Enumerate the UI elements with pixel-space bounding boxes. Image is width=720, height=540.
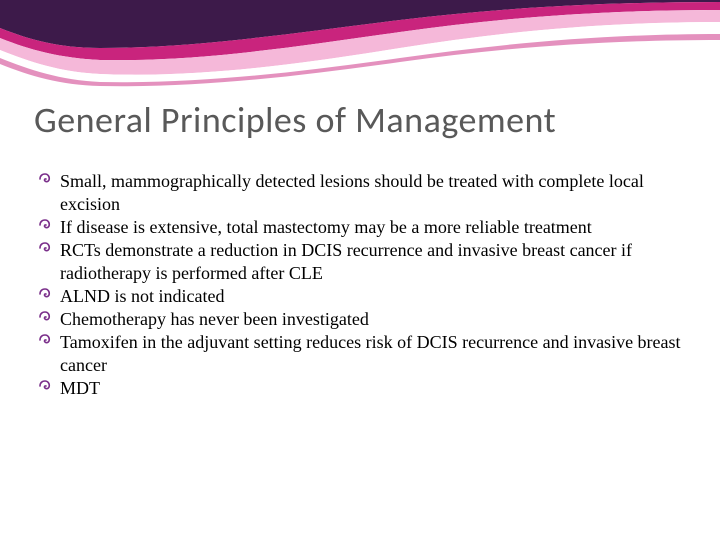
bullet-text: Chemotherapy has never been investigated xyxy=(60,309,369,329)
swirl-bullet-icon xyxy=(38,241,52,261)
slide-title: General Principles of Management xyxy=(34,98,556,142)
bullet-list: Small, mammographically detected lesions… xyxy=(38,170,682,400)
bullet-item: Small, mammographically detected lesions… xyxy=(38,170,682,216)
bullet-item: RCTs demonstrate a reduction in DCIS rec… xyxy=(38,239,682,285)
bullet-text: Tamoxifen in the adjuvant setting reduce… xyxy=(60,332,681,375)
bullet-text: RCTs demonstrate a reduction in DCIS rec… xyxy=(60,240,632,283)
swirl-bullet-icon xyxy=(38,310,52,330)
bullet-text: MDT xyxy=(60,378,100,398)
bullet-item: ALND is not indicated xyxy=(38,285,682,308)
bullet-item: If disease is extensive, total mastectom… xyxy=(38,216,682,239)
bullet-text: ALND is not indicated xyxy=(60,286,224,306)
bullet-text: If disease is extensive, total mastectom… xyxy=(60,217,592,237)
bullet-text: Small, mammographically detected lesions… xyxy=(60,171,644,214)
bullet-item: Tamoxifen in the adjuvant setting reduce… xyxy=(38,331,682,377)
swirl-bullet-icon xyxy=(38,333,52,353)
bullet-item: Chemotherapy has never been investigated xyxy=(38,308,682,331)
bullet-item: MDT xyxy=(38,377,682,400)
swirl-bullet-icon xyxy=(38,379,52,399)
swirl-bullet-icon xyxy=(38,172,52,192)
decorative-wave xyxy=(0,0,720,100)
swirl-bullet-icon xyxy=(38,218,52,238)
swirl-bullet-icon xyxy=(38,287,52,307)
